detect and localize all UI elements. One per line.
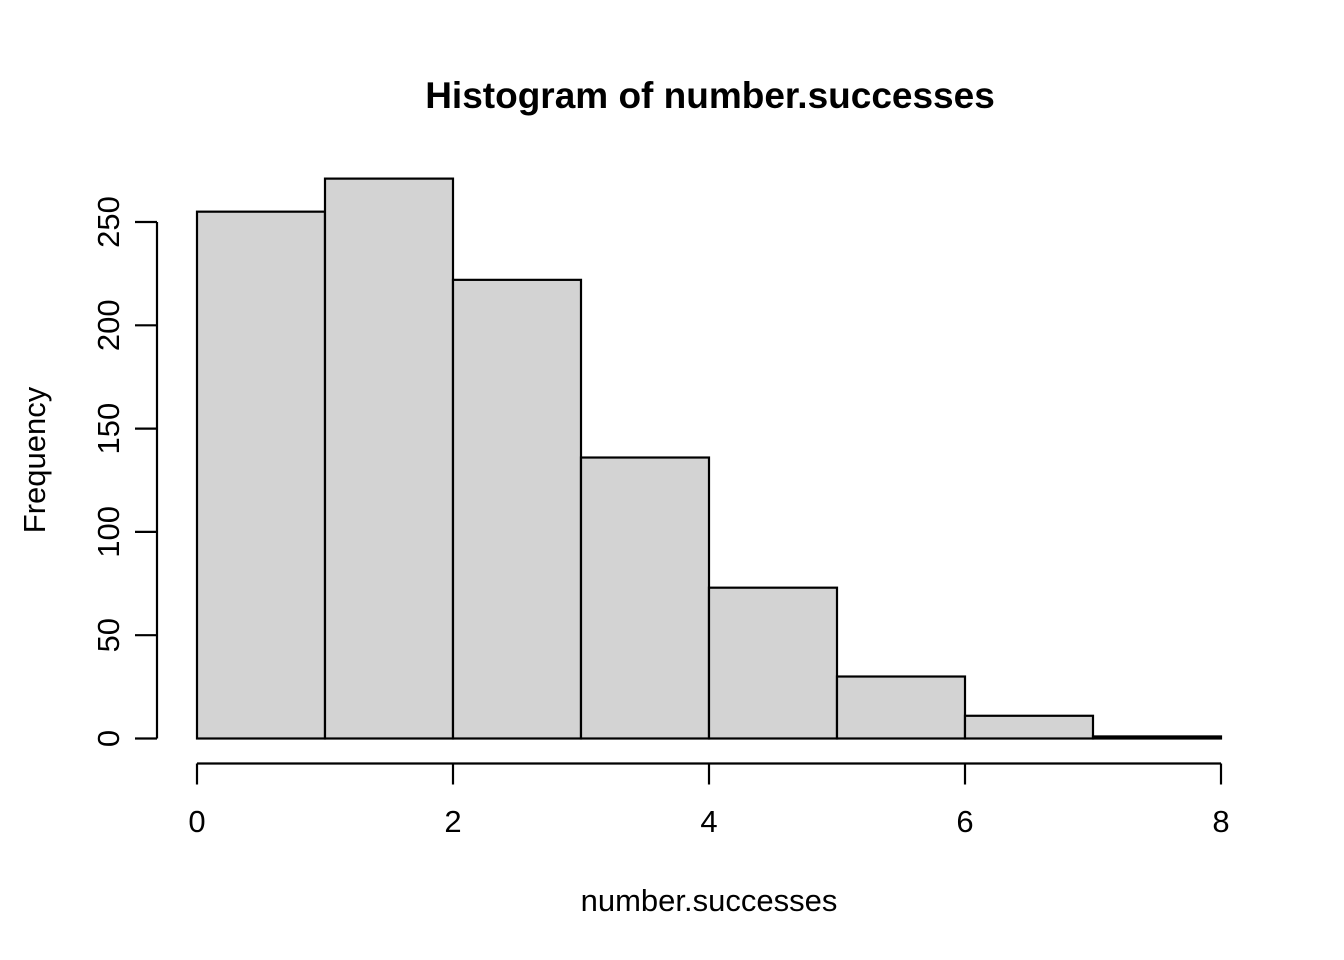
x-tick-label: 2 [444, 804, 461, 839]
x-axis: 0 2 4 6 8 [188, 762, 1230, 839]
x-axis-label: number.successes [581, 883, 838, 918]
x-tick-label: 4 [700, 804, 717, 839]
histogram-bar-4-5 [707, 586, 839, 740]
histogram-bar-2-3 [451, 278, 583, 740]
y-tick-label: 0 [91, 730, 126, 747]
histogram-bar-1-2 [323, 177, 455, 740]
y-tick-label: 250 [91, 196, 126, 248]
x-tick-label: 0 [188, 804, 205, 839]
x-tick-label: 6 [956, 804, 973, 839]
histogram-bar-5-6 [835, 675, 967, 740]
y-axis-label: Frequency [17, 386, 52, 533]
histogram-bar-7-8 [1091, 735, 1223, 740]
histogram-bar-0-1 [195, 210, 327, 740]
chart-title: Histogram of number.successes [425, 75, 995, 116]
y-tick-label: 150 [91, 403, 126, 455]
y-axis: 0 50 100 150 200 250 [91, 196, 159, 747]
y-tick-label: 100 [91, 506, 126, 558]
histogram-bar-6-7 [963, 714, 1095, 740]
x-tick-label: 8 [1212, 804, 1229, 839]
histogram-bar-3-4 [579, 456, 711, 740]
y-tick-label: 200 [91, 299, 126, 351]
y-tick-label: 50 [91, 618, 126, 652]
bars-group [195, 177, 1223, 740]
